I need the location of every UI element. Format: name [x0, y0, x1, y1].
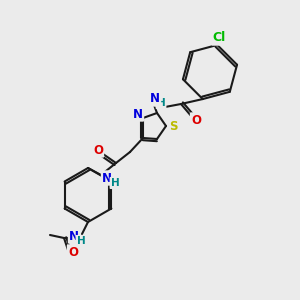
Text: H: H	[157, 98, 165, 108]
Text: O: O	[191, 113, 201, 127]
Text: H: H	[76, 236, 85, 246]
Text: Cl: Cl	[213, 32, 226, 44]
Text: O: O	[93, 143, 103, 157]
Text: N: N	[69, 230, 79, 242]
Text: O: O	[68, 245, 78, 259]
Text: N: N	[150, 92, 160, 106]
Text: N: N	[133, 107, 143, 121]
Text: H: H	[111, 178, 119, 188]
Text: N: N	[102, 172, 112, 184]
Text: S: S	[169, 119, 177, 133]
